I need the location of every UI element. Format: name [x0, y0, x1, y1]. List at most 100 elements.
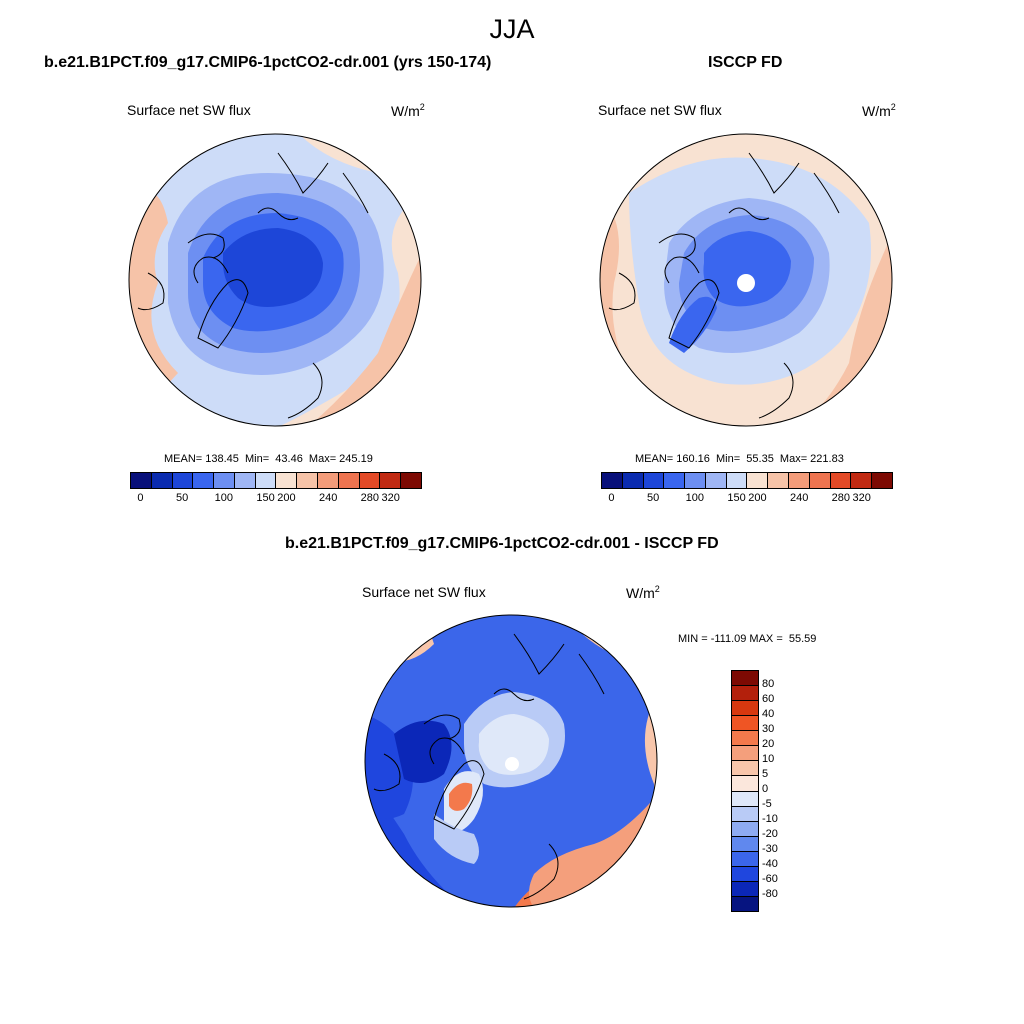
diff-colorbar-box-3 — [732, 716, 758, 732]
model-colorbar-tick-label: 240 — [318, 492, 338, 504]
obs-colorbar-box-11 — [830, 473, 852, 488]
model-colorbar-box-5 — [234, 473, 256, 488]
diff-colorbar-tick-label: -5 — [762, 798, 772, 810]
obs-colorbar-box-0 — [602, 473, 623, 488]
diff-colorbar-box-9 — [732, 806, 758, 822]
obs-colorbar-box-1 — [622, 473, 644, 488]
diff-colorbar-box-6 — [732, 761, 758, 777]
obs-field-65 — [703, 231, 791, 307]
obs-colorbar-box-5 — [705, 473, 727, 488]
model-variable-label: Surface net SW flux — [127, 102, 251, 118]
obs-colorbar-tick-label: 240 — [789, 492, 809, 504]
diff-colorbar-box-2 — [732, 701, 758, 717]
model-colorbar-box-7 — [276, 473, 298, 488]
obs-colorbar-box-4 — [685, 473, 706, 488]
model-colorbar-tick-label: 0 — [137, 492, 144, 504]
diff-colorbar-tick-label: 10 — [762, 753, 775, 765]
diff-colorbar-box-8 — [732, 791, 758, 807]
obs-polar-map — [599, 133, 893, 427]
model-colorbar-labels: 0 50 100 150 200 240 280 320 — [130, 492, 422, 506]
diff-colorbar-box-12 — [732, 851, 758, 867]
model-colorbar-box-6 — [255, 473, 277, 488]
obs-colorbar-box-2 — [643, 473, 665, 488]
model-colorbar-box-2 — [172, 473, 194, 488]
diff-colorbar-box-7 — [732, 776, 758, 792]
diff-colorbar-tick-label: 0 — [762, 783, 769, 795]
obs-colorbar-box-8 — [768, 473, 790, 488]
diff-colorbar-box-15 — [732, 896, 758, 911]
diff-field-minus80 — [394, 720, 452, 783]
model-colorbar-box-1 — [151, 473, 173, 488]
diff-colorbar-tick-label: 40 — [762, 708, 775, 720]
model-colorbar-tick-label: 320 — [381, 492, 400, 504]
diff-colorbar-box-10 — [732, 821, 758, 837]
diff-field-0 — [478, 714, 549, 775]
diff-colorbar-tick-label: 5 — [762, 768, 769, 780]
diff-colorbar-tick-label: 80 — [762, 678, 775, 690]
diff-missing-pole — [505, 757, 519, 771]
obs-colorbar-box-12 — [851, 473, 873, 488]
diff-colorbar-tick-label: -10 — [762, 813, 778, 825]
model-colorbar-tick-label: 50 — [176, 492, 189, 504]
diff-colorbar-box-0 — [732, 671, 758, 687]
diff-colorbar-tick-label: -30 — [762, 843, 778, 855]
obs-colorbar-tick-label: 100 — [685, 492, 705, 504]
diff-colorbar-tick-label: -60 — [762, 873, 778, 885]
obs-colorbar-labels: 0 50 100 150 200 240 280 320 — [601, 492, 893, 506]
model-colorbar — [130, 472, 422, 489]
diff-variable-label: Surface net SW flux — [362, 584, 486, 600]
diff-field-minus60 — [365, 714, 413, 819]
model-colorbar-tick-label: 200 — [277, 492, 296, 504]
obs-colorbar-tick-label: 0 — [608, 492, 615, 504]
diff-colorbar — [731, 670, 759, 912]
model-colorbar-box-10 — [338, 473, 360, 488]
obs-colorbar — [601, 472, 893, 489]
diff-colorbar-box-11 — [732, 836, 758, 852]
diff-colorbar-tick-label: -20 — [762, 828, 778, 840]
model-colorbar-box-13 — [401, 473, 421, 488]
diff-colorbar-box-1 — [732, 686, 758, 702]
diff-colorbar-tick-label: 20 — [762, 738, 775, 750]
obs-colorbar-tick-label: 280 — [831, 492, 851, 504]
model-colorbar-box-0 — [131, 473, 152, 488]
obs-panel-title: ISCCP FD — [708, 54, 783, 71]
diff-colorbar-box-14 — [732, 881, 758, 897]
diff-colorbar-box-13 — [732, 866, 758, 882]
diff-colorbar-labels: 80 60 40 30 20 10 5 0 -5 -10 -20 -30 -40 -60 -80 — [762, 670, 812, 910]
obs-colorbar-box-7 — [747, 473, 769, 488]
model-colorbar-box-11 — [359, 473, 381, 488]
model-field-55 — [223, 228, 323, 307]
model-colorbar-box-12 — [380, 473, 402, 488]
model-panel-title: b.e21.B1PCT.f09_g17.CMIP6-1pctCO2-cdr.00… — [44, 54, 492, 71]
model-colorbar-tick-label: 150 — [256, 492, 275, 504]
obs-colorbar-tick-label: 200 — [748, 492, 767, 504]
obs-colorbar-box-13 — [872, 473, 892, 488]
obs-units-label: W/m2 — [862, 102, 896, 119]
figure-title: JJA — [489, 14, 535, 44]
obs-colorbar-tick-label: 150 — [727, 492, 746, 504]
obs-colorbar-box-9 — [789, 473, 810, 488]
obs-colorbar-box-10 — [809, 473, 831, 488]
diff-colorbar-tick-label: -80 — [762, 888, 778, 900]
obs-colorbar-tick-label: 50 — [647, 492, 660, 504]
diff-colorbar-tick-label: -40 — [762, 858, 778, 870]
diff-polar-map — [364, 614, 658, 908]
obs-colorbar-tick-label: 320 — [852, 492, 871, 504]
diff-colorbar-box-5 — [732, 746, 758, 762]
diff-panel-title: b.e21.B1PCT.f09_g17.CMIP6-1pctCO2-cdr.00… — [285, 535, 719, 552]
obs-coastlines — [608, 152, 840, 419]
model-colorbar-box-3 — [193, 473, 215, 488]
model-colorbar-tick-label: 100 — [214, 492, 234, 504]
obs-variable-label: Surface net SW flux — [598, 102, 722, 118]
model-units-label: W/m2 — [391, 102, 425, 119]
model-polar-map — [128, 133, 422, 427]
diff-stats: MIN = -111.09 MAX = 55.59 — [678, 633, 817, 645]
model-stats: MEAN= 138.45 Min= 43.46 Max= 245.19 — [164, 453, 373, 465]
obs-colorbar-box-3 — [664, 473, 686, 488]
model-colorbar-box-9 — [318, 473, 339, 488]
diff-coastlines — [373, 633, 605, 900]
obs-missing-pole — [737, 274, 755, 292]
model-colorbar-box-8 — [297, 473, 319, 488]
diff-units-label: W/m2 — [626, 584, 660, 601]
obs-colorbar-box-6 — [726, 473, 748, 488]
